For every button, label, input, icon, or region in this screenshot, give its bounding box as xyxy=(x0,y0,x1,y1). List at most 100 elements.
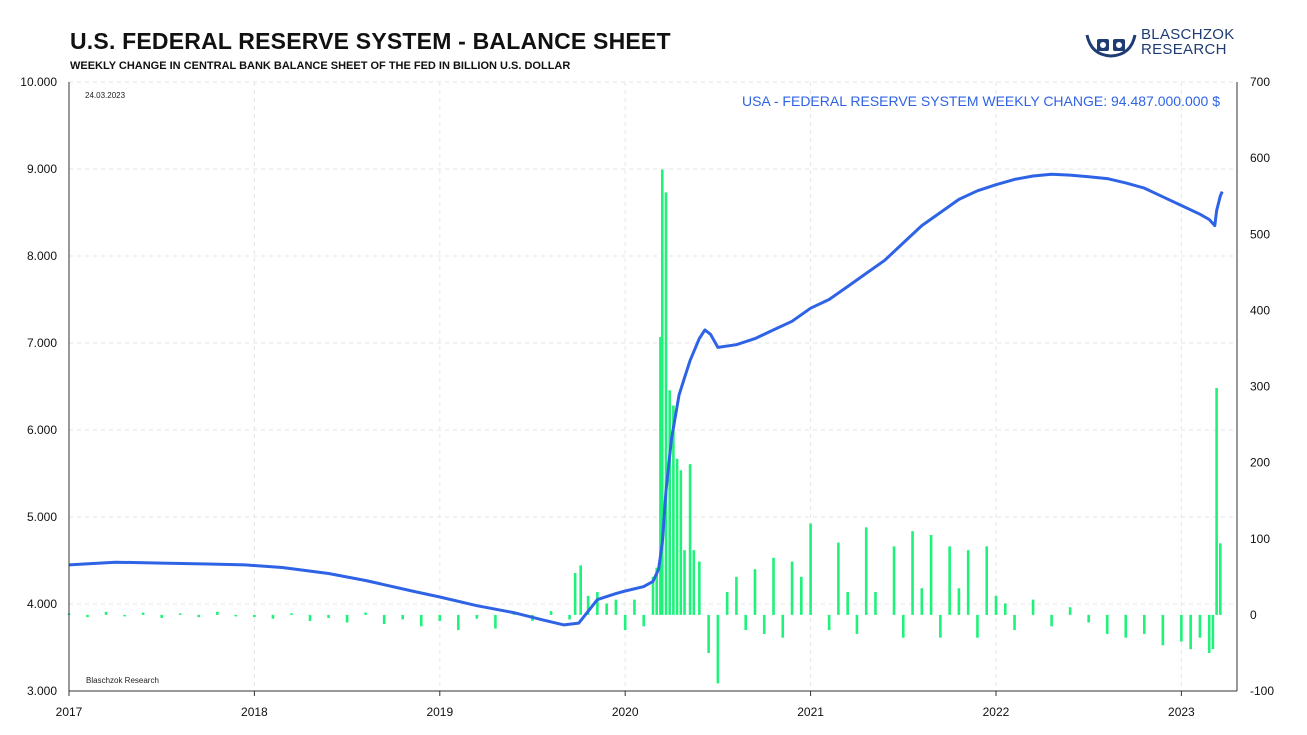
weekly-change-bar xyxy=(725,592,729,615)
weekly-change-bar xyxy=(216,611,219,615)
weekly-change-bar xyxy=(253,614,256,618)
y-left-tick-label: 3.000 xyxy=(27,684,57,698)
weekly-change-bar xyxy=(494,614,497,629)
weekly-change-bar xyxy=(664,192,668,615)
weekly-change-bar xyxy=(976,614,979,638)
y-right-tick-label: 200 xyxy=(1250,456,1270,470)
weekly-change-bar xyxy=(475,614,479,619)
weekly-change-bar xyxy=(86,614,89,618)
weekly-change-bar xyxy=(401,614,405,620)
weekly-change-bar xyxy=(1143,614,1146,634)
weekly-change-bar xyxy=(985,546,989,615)
weekly-change-bar xyxy=(744,614,747,631)
y-left-tick-label: 7.000 xyxy=(27,336,57,350)
weekly-change-bar xyxy=(911,531,914,615)
weekly-change-bar xyxy=(271,614,275,619)
weekly-change-bar xyxy=(178,613,182,615)
x-tick-label: 2021 xyxy=(797,705,824,719)
weekly-change-bar xyxy=(655,567,659,615)
weekly-change-bar xyxy=(800,576,803,615)
weekly-change-bar xyxy=(579,565,582,615)
x-tick-label: 2018 xyxy=(241,705,268,719)
weekly-change-bar xyxy=(966,550,970,615)
weekly-change-bar xyxy=(568,614,571,620)
weekly-change-bar xyxy=(659,337,662,615)
weekly-change-bar xyxy=(698,561,701,615)
weekly-change-bar xyxy=(679,470,683,615)
x-tick-label: 2023 xyxy=(1168,705,1195,719)
y-right-tick-label: 400 xyxy=(1250,303,1270,317)
balance-sheet-series-line xyxy=(68,172,1224,627)
weekly-change-bar xyxy=(660,169,664,615)
weekly-change-bar xyxy=(855,614,859,634)
weekly-change-bar xyxy=(419,614,423,627)
weekly-change-bar xyxy=(141,612,145,615)
y-right-tick-label: 500 xyxy=(1250,227,1270,241)
weekly-change-bar xyxy=(994,595,998,615)
weekly-change-bar xyxy=(327,614,330,618)
weekly-change-bar xyxy=(123,614,126,617)
weekly-change-bar xyxy=(1198,614,1202,638)
chart-subtitle: WEEKLY CHANGE IN CENTRAL BANK BALANCE SH… xyxy=(70,60,571,72)
chart-title: U.S. FEDERAL RESERVE SYSTEM - BALANCE SH… xyxy=(70,28,671,54)
weekly-change-bar xyxy=(939,614,942,638)
y-right-tick-label: 300 xyxy=(1250,380,1270,394)
weekly-change-bar xyxy=(290,613,293,615)
weekly-change-bar xyxy=(586,595,590,615)
weekly-change-bar xyxy=(1068,607,1072,615)
logo-line-1: BLASCHZOK xyxy=(1141,26,1235,43)
weekly-change-bar xyxy=(308,614,312,621)
weekly-change-bar xyxy=(846,592,849,615)
source-label: Blaschzok Research xyxy=(86,676,159,685)
weekly-change-bar xyxy=(1031,599,1035,615)
weekly-change-bar xyxy=(688,464,692,615)
weekly-change-bar xyxy=(762,614,766,634)
y-right-tick-label: 0 xyxy=(1250,608,1257,622)
x-tick-label: 2017 xyxy=(56,705,83,719)
weekly-change-bar xyxy=(772,557,775,615)
weekly-change-bar xyxy=(827,614,831,631)
weekly-change-bar xyxy=(633,599,636,615)
chart-axes xyxy=(68,82,1238,696)
weekly-change-bar xyxy=(1003,603,1007,615)
weekly-change-bar xyxy=(707,614,710,653)
y-left-tick-label: 9.000 xyxy=(27,162,57,176)
weekly-change-bar xyxy=(605,603,608,615)
weekly-change-bar xyxy=(1211,614,1215,650)
logo-line-2: RESEARCH xyxy=(1141,41,1227,58)
weekly-change-bar xyxy=(683,550,686,615)
weekly-change-bar xyxy=(345,614,349,623)
weekly-change-bar xyxy=(642,614,646,627)
weekly-change-bar xyxy=(892,546,896,615)
y-left-tick-label: 5.000 xyxy=(27,510,57,524)
weekly-change-bar xyxy=(623,614,627,631)
y-right-tick-label: 600 xyxy=(1250,151,1270,165)
blaschzok-logo-icon xyxy=(1085,34,1137,58)
weekly-change-bar xyxy=(1207,614,1211,653)
weekly-change-bar xyxy=(672,405,675,615)
weekly-change-bar xyxy=(781,614,785,638)
weekly-change-bar xyxy=(382,614,386,625)
weekly-change-bar xyxy=(901,614,905,638)
weekly-change-bars xyxy=(67,169,1222,684)
weekly-change-annotation: USA - FEDERAL RESERVE SYSTEM WEEKLY CHAN… xyxy=(742,93,1220,109)
weekly-change-bar xyxy=(692,550,696,615)
weekly-change-bar xyxy=(837,542,840,615)
weekly-change-bar xyxy=(1087,614,1090,623)
y-right-tick-label: 100 xyxy=(1250,532,1270,546)
weekly-change-bar xyxy=(735,576,738,615)
weekly-change-bar xyxy=(234,614,238,617)
weekly-change-bar xyxy=(929,534,933,615)
weekly-change-bar xyxy=(457,614,460,631)
weekly-change-bar xyxy=(596,592,599,615)
weekly-change-bar xyxy=(957,588,961,615)
weekly-change-bar xyxy=(549,611,553,615)
y-left-tick-label: 10.000 xyxy=(20,75,57,89)
balance-sheet-line xyxy=(68,172,1224,627)
weekly-change-bar xyxy=(668,390,671,615)
weekly-change-bar xyxy=(651,576,655,615)
weekly-change-bar xyxy=(364,612,367,615)
weekly-change-bar xyxy=(1161,614,1165,646)
weekly-change-bar xyxy=(920,588,924,615)
x-tick-label: 2019 xyxy=(426,705,453,719)
